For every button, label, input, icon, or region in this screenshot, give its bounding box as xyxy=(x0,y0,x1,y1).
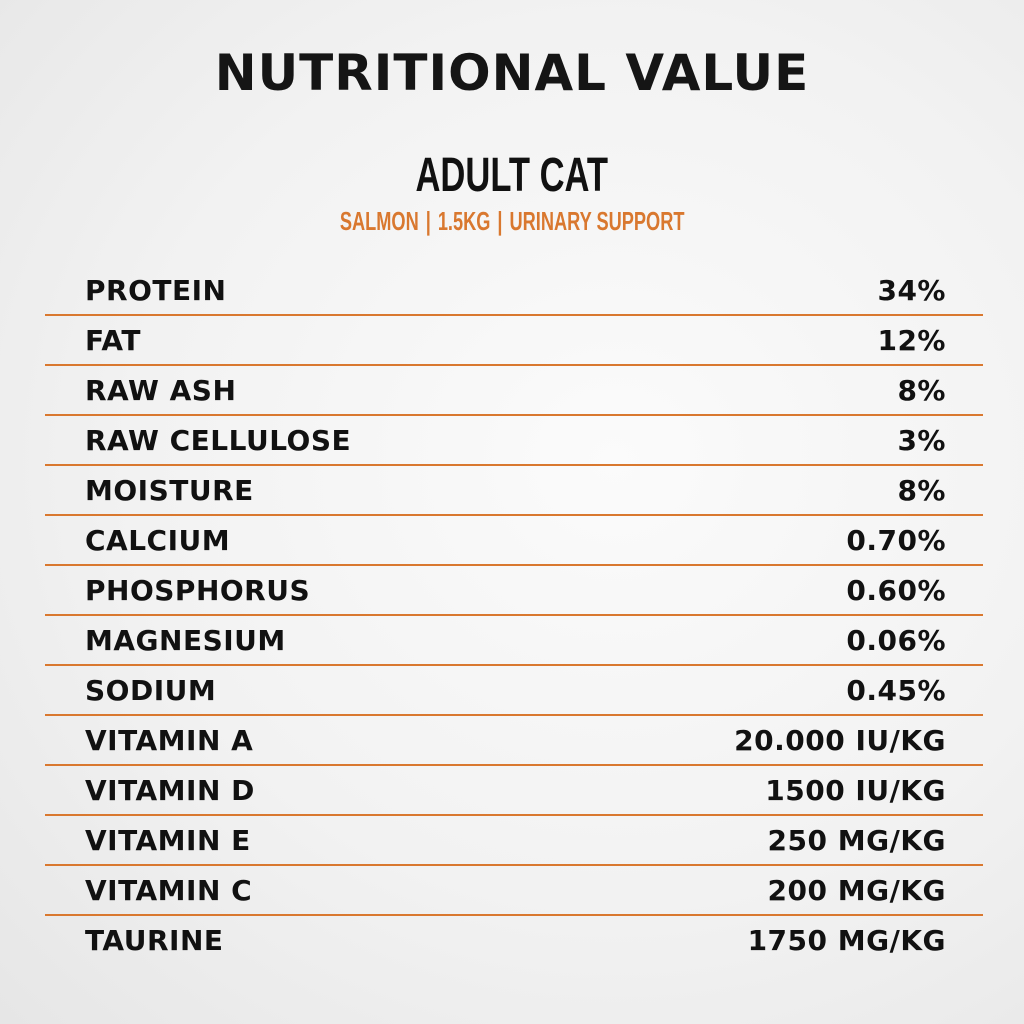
table-row: RAW ASH 8% xyxy=(45,366,983,416)
nutrient-value: 0.45% xyxy=(846,674,946,707)
nutrient-value: 0.06% xyxy=(846,624,946,657)
table-row: VITAMIN A 20.000 IU/KG xyxy=(45,716,983,766)
nutrient-label: CALCIUM xyxy=(85,524,231,557)
table-row: FAT 12% xyxy=(45,316,983,366)
nutrient-label: MOISTURE xyxy=(85,474,254,507)
nutrient-label: VITAMIN C xyxy=(85,874,253,907)
table-row: PROTEIN 34% xyxy=(45,266,983,316)
nutrient-label: VITAMIN D xyxy=(85,774,255,807)
product-name: ADULT CAT xyxy=(415,149,609,202)
table-row: VITAMIN D 1500 IU/KG xyxy=(45,766,983,816)
nutrient-label: MAGNESIUM xyxy=(85,624,286,657)
table-row: MAGNESIUM 0.06% xyxy=(45,616,983,666)
nutrient-value: 12% xyxy=(877,324,946,357)
page-title: NUTRITIONAL VALUE xyxy=(214,44,810,102)
table-row: CALCIUM 0.70% xyxy=(45,516,983,566)
nutrient-value: 20.000 IU/KG xyxy=(734,724,946,757)
nutrient-value: 1750 MG/KG xyxy=(747,924,946,957)
nutrient-label: VITAMIN E xyxy=(85,824,251,857)
nutrient-value: 3% xyxy=(897,424,946,457)
tag-flavor: SALMON xyxy=(339,206,419,236)
nutrient-value: 0.70% xyxy=(846,524,946,557)
nutrient-value: 8% xyxy=(897,474,946,507)
nutrient-value: 0.60% xyxy=(846,574,946,607)
nutrient-value: 1500 IU/KG xyxy=(765,774,946,807)
nutrient-label: RAW ASH xyxy=(85,374,237,407)
nutrient-value: 8% xyxy=(897,374,946,407)
product-heading: ADULT CAT xyxy=(0,148,1024,203)
table-row: MOISTURE 8% xyxy=(45,466,983,516)
product-tags: SALMON | 1.5KG | URINARY SUPPORT xyxy=(0,206,1024,237)
tag-purpose: URINARY SUPPORT xyxy=(509,206,685,236)
table-row: TAURINE 1750 MG/KG xyxy=(45,916,983,964)
nutrient-value: 34% xyxy=(877,274,946,307)
nutrient-label: RAW CELLULOSE xyxy=(85,424,352,457)
tag-weight: 1.5KG xyxy=(437,206,491,236)
table-row: PHOSPHORUS 0.60% xyxy=(45,566,983,616)
table-row: VITAMIN E 250 MG/KG xyxy=(45,816,983,866)
nutrient-label: PHOSPHORUS xyxy=(85,574,311,607)
table-row: VITAMIN C 200 MG/KG xyxy=(45,866,983,916)
nutrient-value: 200 MG/KG xyxy=(767,874,946,907)
table-row: SODIUM 0.45% xyxy=(45,666,983,716)
separator: | xyxy=(425,206,431,236)
nutrient-label: VITAMIN A xyxy=(85,724,254,757)
nutrient-label: FAT xyxy=(85,324,142,357)
nutrient-label: TAURINE xyxy=(85,924,224,957)
separator: | xyxy=(497,206,503,236)
nutrient-label: SODIUM xyxy=(85,674,217,707)
table-row: RAW CELLULOSE 3% xyxy=(45,416,983,466)
nutrient-value: 250 MG/KG xyxy=(767,824,946,857)
nutrition-table: PROTEIN 34% FAT 12% RAW ASH 8% RAW CELLULOSE 3%… xyxy=(45,266,983,964)
nutrient-label: PROTEIN xyxy=(85,274,227,307)
